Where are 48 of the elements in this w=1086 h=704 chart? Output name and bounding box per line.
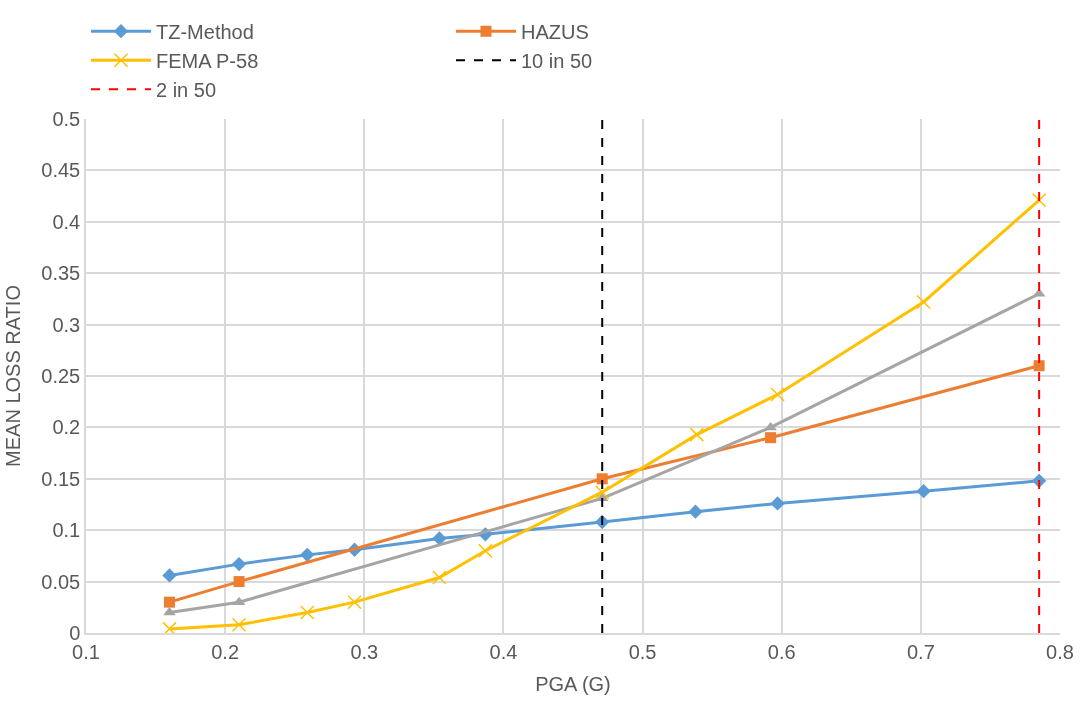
legend-label: 2 in 50 — [156, 79, 217, 102]
point — [299, 605, 315, 620]
point — [300, 547, 315, 563]
y-tick-label: 0.45 — [41, 159, 81, 182]
x-tick-label: 0.3 — [350, 640, 379, 663]
legend-label: FEMA P-58 — [156, 50, 259, 73]
point — [765, 432, 777, 444]
point — [231, 556, 247, 572]
point — [233, 576, 245, 588]
point — [916, 483, 931, 499]
x-axis-title: PGA (G) — [535, 672, 611, 695]
point — [916, 294, 931, 310]
point — [688, 504, 703, 519]
y-tick-label: 0.2 — [52, 416, 81, 439]
point — [770, 387, 785, 402]
y-tick-label: 0.1 — [52, 519, 81, 542]
point — [162, 621, 177, 633]
point — [596, 473, 608, 485]
point — [163, 596, 175, 608]
y-tick-label: 0.15 — [41, 467, 81, 490]
legend-label: HAZUS — [521, 21, 589, 44]
x-tick-label: 0.4 — [489, 640, 518, 663]
x-tick-label: 0.6 — [767, 640, 796, 663]
point — [1031, 192, 1047, 208]
point — [163, 606, 176, 616]
y-tick-label: 0.25 — [41, 365, 81, 387]
point — [478, 543, 493, 559]
point — [432, 531, 447, 546]
y-tick-label: 0.05 — [41, 570, 81, 593]
x-tick-label: 0.8 — [1046, 640, 1074, 663]
point — [594, 484, 610, 500]
point — [347, 594, 362, 610]
point — [162, 568, 177, 583]
point — [432, 570, 447, 585]
y-tick-label: 0.3 — [52, 313, 81, 336]
point — [231, 617, 247, 633]
y-axis-title: MEAN LOSS RATIO — [2, 285, 25, 467]
x-tick-label: 0.7 — [906, 640, 935, 663]
point — [689, 427, 705, 442]
x-tick-label: 0.2 — [211, 640, 240, 663]
point — [1033, 360, 1045, 372]
y-tick-label: 0.5 — [52, 108, 81, 130]
point — [770, 496, 785, 511]
legend-label: TZ-Method — [156, 21, 254, 44]
y-tick-label: 0.35 — [41, 262, 81, 285]
x-tick-label: 0.5 — [628, 640, 657, 663]
y-tick-label: 0.4 — [52, 210, 81, 233]
legend-label: 10 in 50 — [521, 50, 593, 73]
